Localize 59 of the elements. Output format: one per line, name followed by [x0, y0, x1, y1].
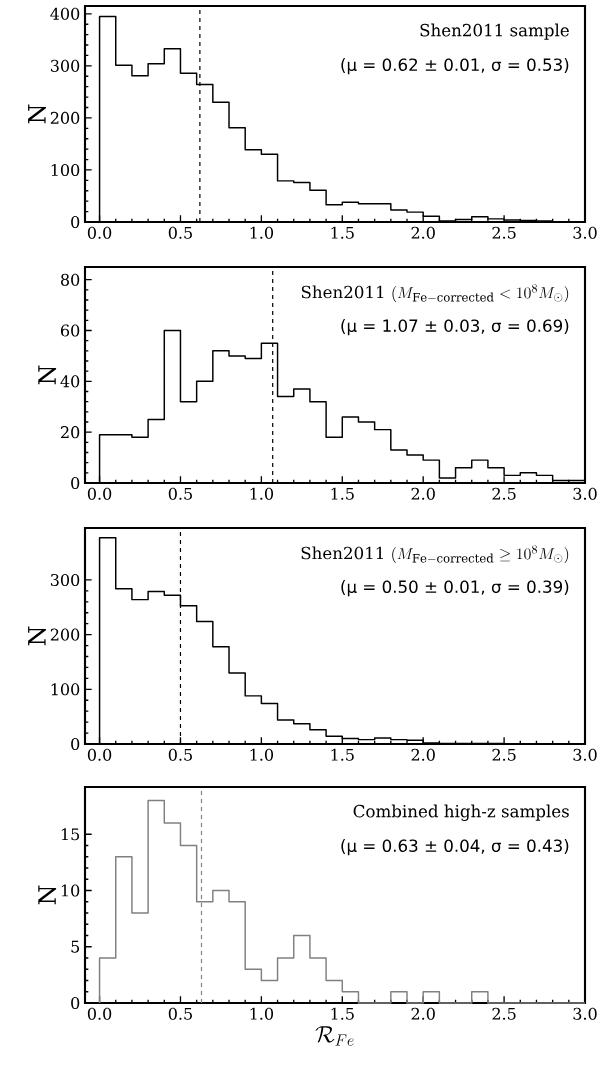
- y-tick-label: 300: [50, 59, 80, 72]
- x-tick-label: 2.5: [492, 1007, 516, 1020]
- y-tick-label: 0: [71, 476, 80, 490]
- x-tick-label: 3.0: [573, 748, 597, 761]
- y-tick-label: 80: [61, 273, 80, 286]
- y-tick-label: 0: [71, 737, 80, 751]
- x-tick-label: 2.0: [411, 748, 435, 761]
- x-tick-label: 2.5: [492, 226, 516, 239]
- y-tick-label: 20: [61, 426, 80, 439]
- x-tick-label: 2.5: [492, 748, 516, 761]
- y-tick-label: 300: [50, 573, 80, 587]
- y-tick-label: 100: [51, 683, 80, 696]
- x-tick-label: 2.0: [411, 226, 435, 239]
- annotation: (μ = 1.07 ± 0.03, σ = 0.69): [341, 319, 569, 336]
- annotation: $\text{Shen2011 sample}$: [420, 23, 569, 40]
- y-tick-label: 0: [71, 996, 80, 1010]
- x-tick-label: 1.0: [250, 487, 274, 500]
- x-tick-label: 3.0: [573, 226, 597, 239]
- annotation: $\text{Shen2011 }(M_{\mathrm{Fe-corrected}} < 10^{8} M_{\odot})$: [301, 284, 569, 303]
- x-tick-label: 0.0: [87, 1007, 112, 1020]
- x-tick-label: 0.5: [168, 226, 192, 239]
- y-tick-label: 5: [71, 940, 80, 953]
- x-tick-label: 0.5: [168, 487, 192, 500]
- x-tick-label: 1.0: [250, 1007, 274, 1020]
- annotation: (μ = 0.62 ± 0.01, σ = 0.53): [341, 58, 569, 75]
- x-tick-label: 3.0: [573, 1007, 597, 1020]
- annotation: (μ = 0.50 ± 0.01, σ = 0.39): [341, 580, 569, 597]
- x-tick-label: 1.0: [250, 226, 274, 239]
- y-tick-label: 40: [60, 375, 80, 388]
- y-axis-title: N: [38, 885, 57, 905]
- y-tick-label: 0: [71, 215, 80, 229]
- annotation: $\text{Shen2011 }(M_{\mathrm{Fe-corrected}} \geq 10^{8} M_{\odot})$: [301, 545, 569, 564]
- y-tick-label: 10: [61, 884, 80, 897]
- y-tick-label: 200: [50, 111, 80, 124]
- x-tick-label: 0.0: [87, 226, 112, 239]
- x-tick-label: 0.5: [168, 1007, 192, 1020]
- x-tick-label: 0.5: [168, 748, 192, 761]
- y-axis-title: N: [28, 104, 46, 124]
- x-tick-label: 3.0: [573, 487, 597, 500]
- x-tick-label: 1.5: [331, 226, 354, 239]
- y-tick-label: 60: [61, 324, 80, 337]
- y-tick-label: 15: [61, 828, 80, 841]
- y-tick-label: 200: [50, 628, 80, 641]
- y-axis-title: N: [38, 365, 57, 385]
- x-tick-label: 1.5: [331, 748, 354, 761]
- x-tick-label: 0.0: [87, 748, 112, 761]
- annotation: $\text{Combined high-z samples}$: [353, 804, 569, 821]
- annotation: (μ = 0.63 ± 0.04, σ = 0.43): [341, 839, 569, 856]
- x-tick-label: 1.5: [331, 1007, 354, 1020]
- x-tick-label: 2.0: [411, 1007, 435, 1020]
- x-axis-title: $\mathcal{R}_{Fe}$: [315, 1026, 354, 1046]
- x-tick-label: 2.0: [411, 487, 435, 500]
- x-tick-label: 1.0: [250, 748, 274, 761]
- x-tick-label: 2.5: [492, 487, 516, 500]
- y-axis-title: N: [28, 626, 46, 646]
- x-tick-label: 0.0: [87, 487, 112, 500]
- y-tick-label: 100: [51, 163, 80, 177]
- x-tick-label: 1.5: [331, 487, 354, 500]
- y-tick-label: 400: [50, 7, 80, 20]
